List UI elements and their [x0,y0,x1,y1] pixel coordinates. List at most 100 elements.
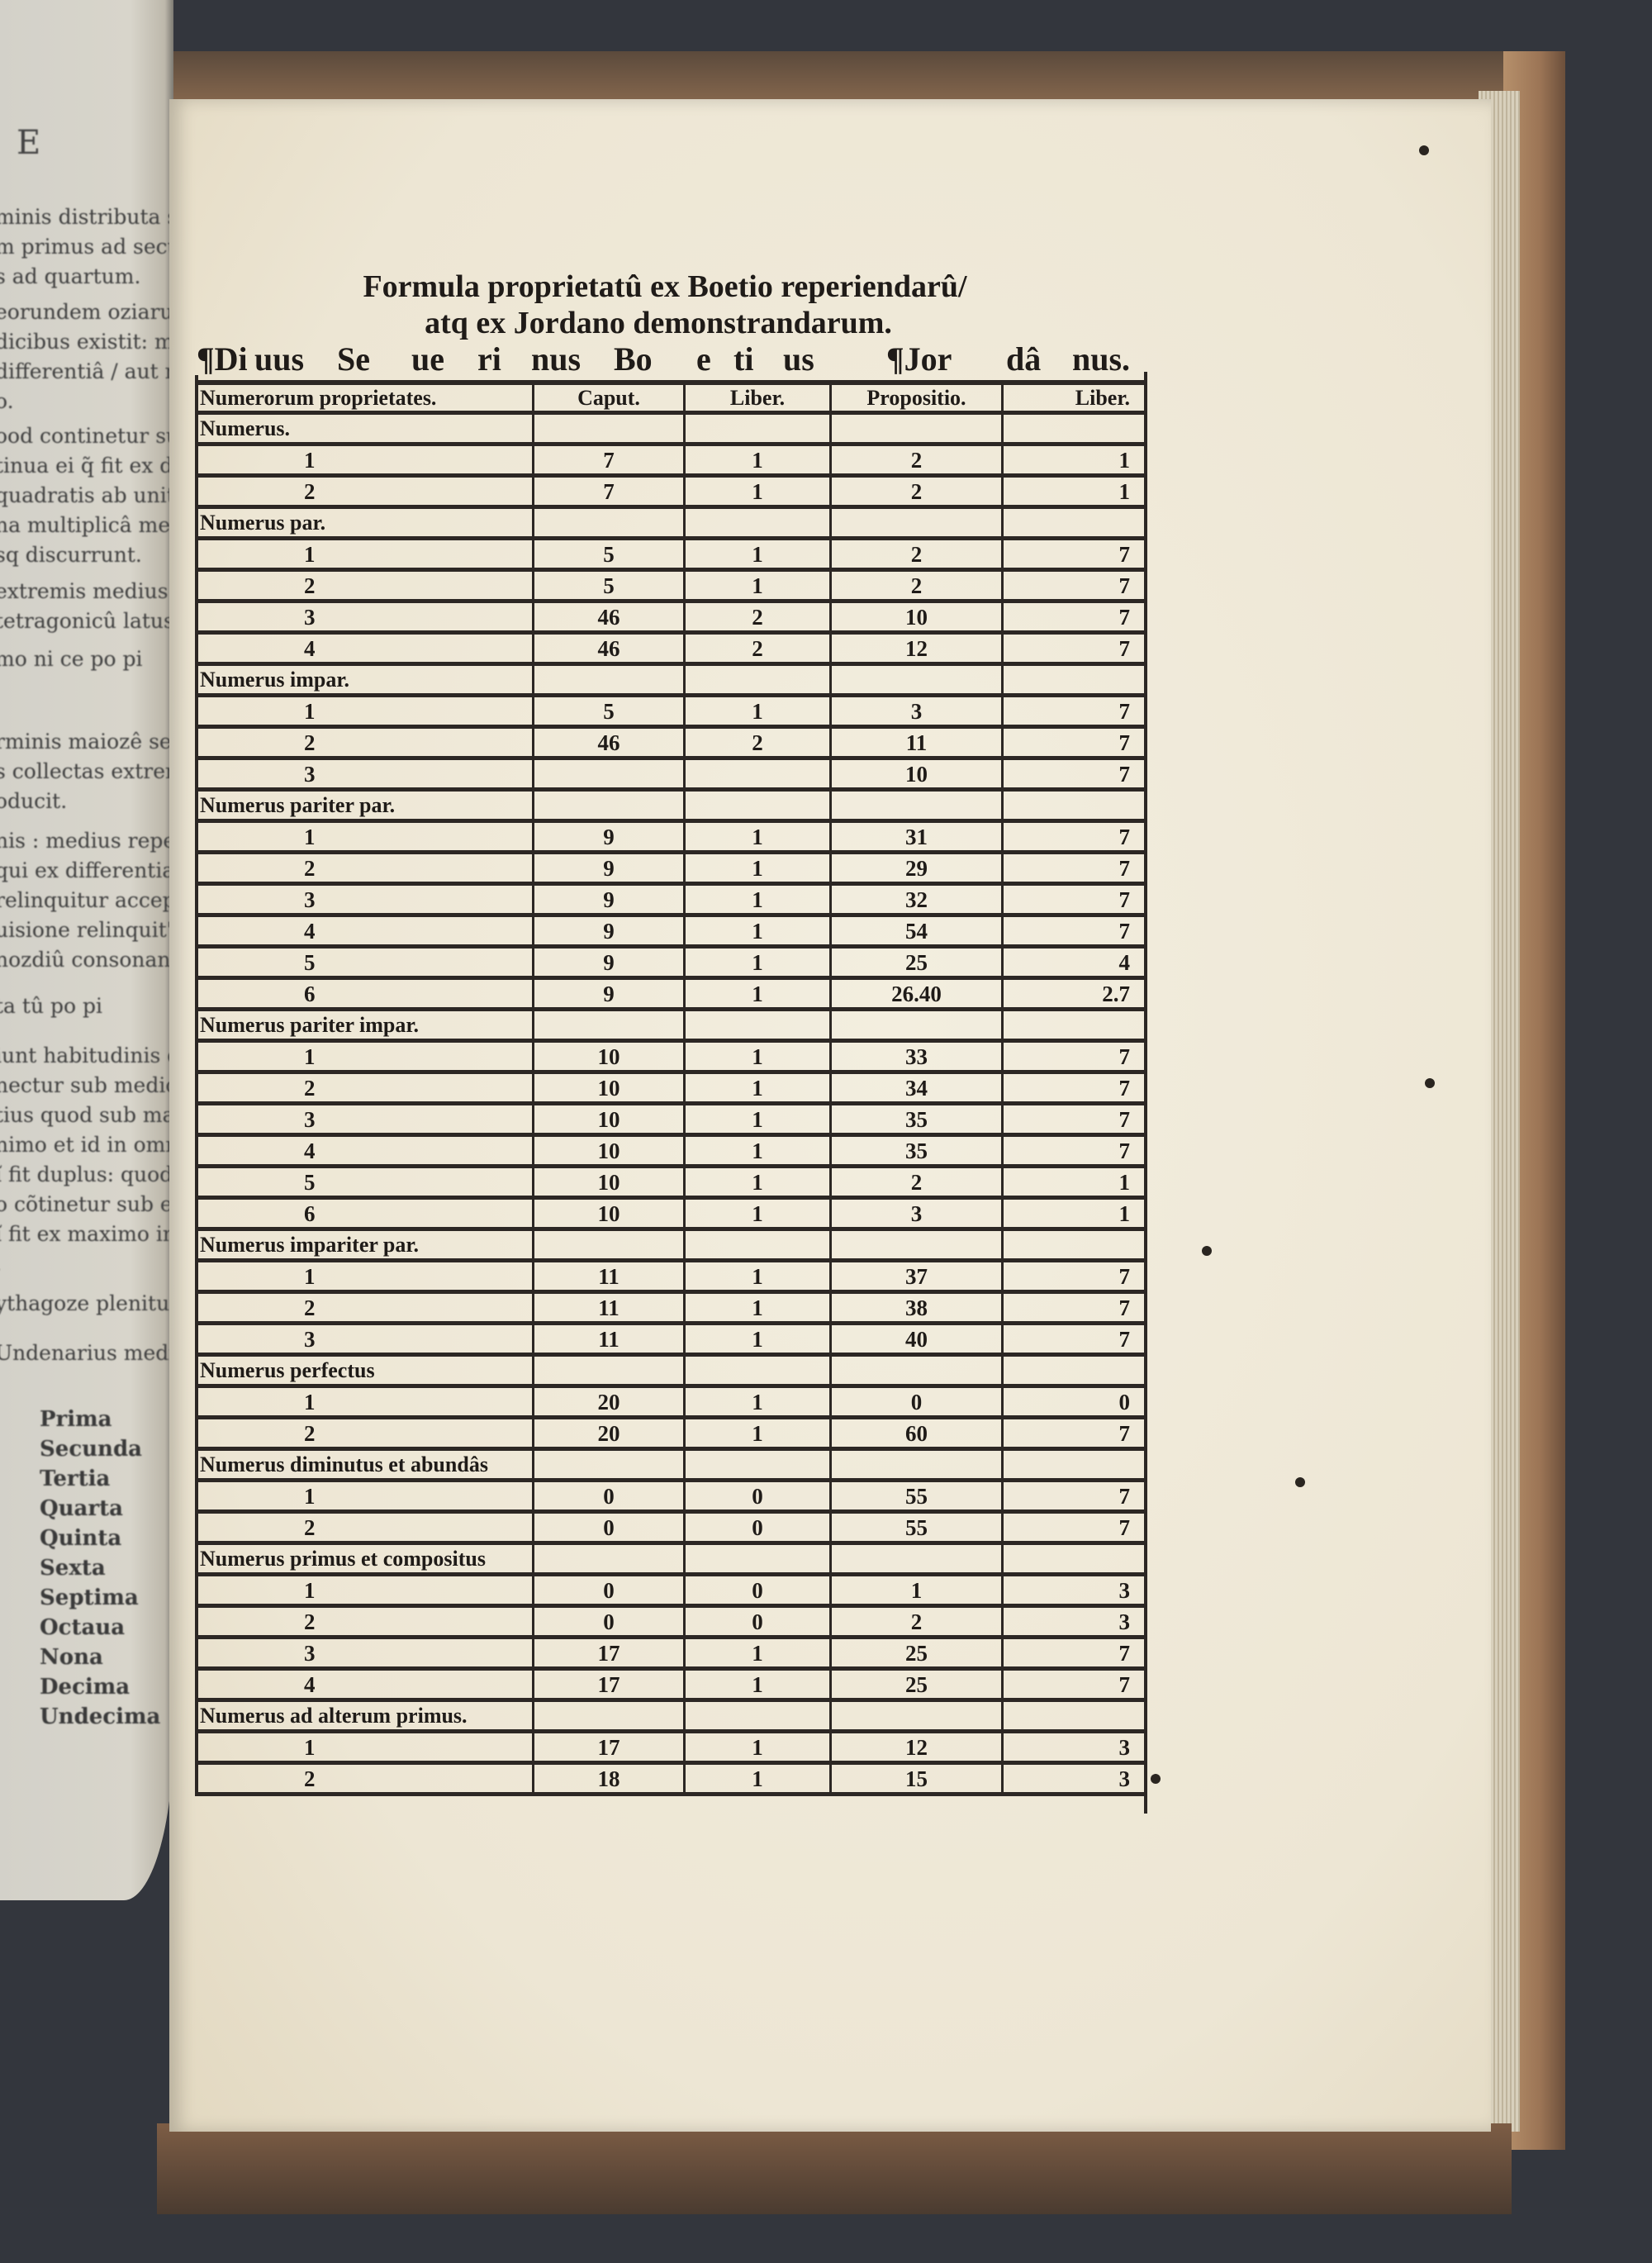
table-cell [832,1545,1004,1572]
table-cell: 7 [1118,1106,1131,1132]
table-cell: Numerus pariter par. [197,792,534,819]
table-cell: 11 [534,1262,686,1290]
table-cell: 3 [1118,1577,1131,1603]
table-cell: 1 [197,540,534,568]
table-cell: 1 [686,1105,832,1133]
page-spot [1202,1246,1212,1256]
table-group-row: Numerus diminutus et abundâs [197,1451,1146,1482]
table-cell [832,792,1004,819]
table-cell: Propositio. [832,385,1004,411]
table-cell [534,792,686,819]
table-cell: 10 [832,603,1004,630]
table-cell: 0 [534,1514,686,1541]
text-line: s ad quartum. [0,264,141,288]
table-cell: 2 [832,446,1004,473]
table-cell [534,415,686,442]
table-title-line-2: atq ex Jordano demonstrandarum. [425,306,892,340]
table-cell: 1 [686,478,832,505]
text-line: eorundem oziarum similis ch p [0,300,173,324]
table-cell: 10 [832,760,1004,787]
list-item: Sexta [40,1556,106,1581]
table-cell: 1 [686,1168,832,1196]
table-cell: 1 [686,1043,832,1070]
table-cell: 10 [534,1168,686,1196]
table-cell: 10 [534,1043,686,1070]
left-page-paragraph: ood continetur sub extremis tinua ei q̃ f… [0,421,173,570]
table-cell: 1 [686,948,832,976]
table-cell: 10 [534,1105,686,1133]
table-cell: 2 [832,1608,1004,1635]
table-cell: 25 [832,1639,1004,1666]
table-cell [686,666,832,693]
table-row: 4 17 1 25 7 [197,1671,1146,1702]
table-cell: 35 [832,1105,1004,1133]
table-cell: 9 [534,823,686,850]
text-line: o cõtinetur sub extremis [0,1192,173,1216]
table-cell: 1 [686,1388,832,1415]
table-group-row: Numerus pariter par. [197,792,1146,823]
left-page-list: Prima Secunda Tertia Quarta Quinta Sexta Septi… [40,1405,160,1732]
table-cell: 34 [832,1074,1004,1101]
table-cell: 38 [832,1294,1004,1321]
table-row: 3 10 1 35 7 [197,1105,1146,1137]
table-row: 1 0 0 55 7 [197,1482,1146,1514]
table-cell: 20 [534,1419,686,1447]
text-line: tetragonicû latus accipiat [0,609,173,633]
table-cell: 7 [534,446,686,473]
table-cell: 3 [197,603,534,630]
list-item: Octaua [40,1615,126,1640]
author-syllable: Se [337,340,370,378]
table-cell: 7 [1118,1640,1131,1666]
table-cell: 0 [1118,1389,1131,1414]
table-cell: Liber. [1075,385,1130,410]
table-cell: 35 [832,1137,1004,1164]
table-row: 1 11 1 37 7 [197,1262,1146,1294]
table-cell: 6 [197,980,534,1007]
table-cell: 40 [832,1325,1004,1353]
table-row: 1 17 1 12 3 [197,1733,1146,1765]
table-cell: 17 [534,1639,686,1666]
table-cell: 10 [534,1137,686,1164]
table-cell [686,1545,832,1572]
table-cell: 3 [1118,1766,1131,1791]
table-cell: 7 [1118,698,1131,724]
text-line: s collectas extremitates du [0,759,173,783]
left-page-paragraph: mo ni ce po pi [0,644,143,674]
text-line: qui ex differentia extremi [0,858,173,882]
table-cell: 32 [832,886,1004,913]
table-cell: 1 [1118,1169,1131,1195]
table-cell [1004,666,1146,693]
left-page-paragraph: rminis maiozê seruat propo s collectas ex… [0,727,173,816]
table-cell [832,1011,1004,1039]
table-cell: 7 [1118,1263,1131,1289]
table-cell: 1 [686,823,832,850]
table-cell: 7 [1118,1514,1131,1540]
table-cell: 4 [197,635,534,662]
table-row: 5 9 1 25 4 [197,948,1146,980]
table-group-row: Numerus. [197,415,1146,446]
table-cell: 0 [686,1576,832,1604]
table-group-row: Numerus primus et compositus [197,1545,1146,1576]
table-row: 1 9 1 31 7 [197,823,1146,854]
table-cell: 12 [832,1733,1004,1761]
table-cell: Caput. [534,385,686,411]
table-row: 1 20 1 0 0 [197,1388,1146,1419]
left-page-paragraph: eorundem oziarum similis ch p dicibus exi… [0,297,173,416]
author-syllable: ue [411,340,444,378]
text-line: sq discurrunt. [0,543,142,567]
list-item: Tertia [40,1467,111,1491]
text-line: ythagoze plenitudinê in [0,1291,173,1315]
text-line: uisione relinquit' latitudo [0,918,173,942]
table-cell: 7 [1118,541,1131,567]
table-cell: 7 [1118,761,1131,787]
table-cell: Numerus impariter par. [197,1231,534,1258]
table-cell: 1 [197,1262,534,1290]
left-page-paragraph: Undenarius medieta [0,1338,173,1368]
left-page-paragraph: minis distributa semper permu m primus ad… [0,202,173,292]
table-cell: 1 [686,886,832,913]
table-cell: 9 [534,980,686,1007]
table-row: 2 20 1 60 7 [197,1419,1146,1451]
table-cell: 1 [1118,1200,1131,1226]
table-cell: 2.7 [1102,981,1130,1006]
